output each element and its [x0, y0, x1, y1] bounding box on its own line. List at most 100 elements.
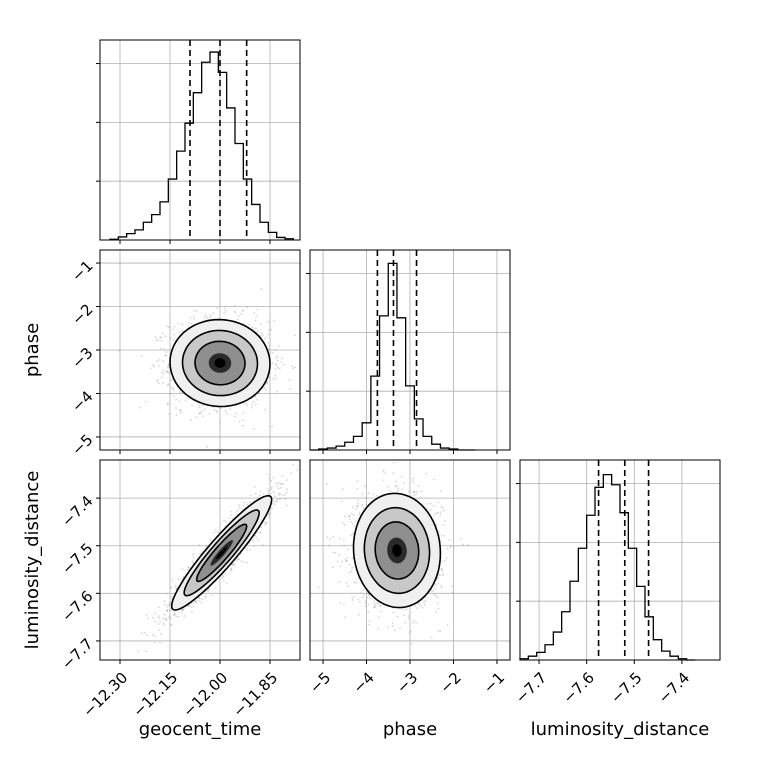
sample-point: [195, 416, 198, 419]
sample-point: [166, 370, 169, 372]
sample-point: [118, 350, 120, 352]
sample-point: [242, 501, 245, 504]
sample-point: [412, 491, 415, 494]
sample-point: [170, 595, 173, 598]
sample-point: [382, 470, 385, 472]
sample-point: [348, 514, 351, 517]
sample-point: [246, 561, 249, 564]
sample-point: [180, 392, 183, 394]
sample-point: [267, 341, 269, 344]
sample-point: [397, 490, 399, 492]
sample-point: [212, 311, 214, 314]
sample-point: [266, 381, 268, 384]
sample-point: [348, 515, 351, 518]
sample-point: [166, 371, 169, 374]
sample-point: [230, 568, 233, 570]
sample-point: [262, 543, 264, 546]
sample-point: [208, 413, 211, 415]
sample-point: [192, 605, 195, 608]
sample-point: [351, 599, 354, 602]
sample-point: [166, 609, 169, 612]
sample-point: [411, 479, 413, 481]
sample-point: [173, 614, 176, 617]
sample-point: [169, 603, 171, 606]
sample-point: [192, 561, 195, 564]
sample-point: [257, 496, 259, 499]
sample-point: [410, 642, 413, 645]
sample-point: [181, 568, 184, 571]
sample-point: [404, 621, 407, 624]
sample-point: [361, 493, 364, 495]
sample-point: [438, 530, 441, 533]
sample-point: [165, 354, 168, 357]
sample-point: [280, 486, 282, 489]
sample-point: [175, 398, 178, 401]
sample-point: [328, 544, 330, 547]
sample-point: [157, 382, 160, 384]
sample-point: [260, 526, 263, 529]
sample-point: [161, 332, 164, 335]
sample-point: [270, 486, 273, 488]
sample-point: [167, 366, 169, 369]
sample-point: [201, 598, 204, 601]
panel-frame: [309, 249, 511, 451]
hist-panel-geocent_time: [96, 39, 301, 244]
sample-point: [268, 513, 270, 516]
sample-point: [353, 581, 356, 584]
sample-point: [413, 494, 416, 497]
sample-point: [441, 574, 444, 577]
sample-point: [216, 410, 219, 412]
sample-point: [276, 355, 279, 358]
sample-point: [206, 316, 209, 319]
sample-point: [197, 404, 200, 407]
sample-point: [382, 479, 385, 482]
sample-point: [439, 513, 442, 516]
sample-point: [168, 617, 171, 620]
sample-point: [230, 568, 233, 571]
sample-point: [276, 484, 279, 487]
sample-point: [166, 325, 169, 328]
sample-point: [187, 566, 190, 569]
sample-point: [154, 612, 157, 615]
sample-point: [377, 616, 380, 619]
sample-point: [194, 600, 196, 603]
sample-point: [253, 312, 256, 314]
sample-point: [282, 494, 284, 497]
sample-point: [417, 602, 420, 605]
sample-point: [188, 566, 191, 569]
sample-point: [178, 400, 181, 403]
sample-point: [209, 316, 211, 318]
sample-point: [341, 560, 344, 563]
sample-point: [277, 487, 280, 490]
sample-point: [339, 602, 342, 605]
sample-point: [254, 327, 257, 330]
sample-point: [229, 408, 231, 411]
sample-point: [411, 621, 414, 624]
sample-point: [203, 408, 206, 411]
sample-point: [163, 347, 166, 350]
sample-point: [167, 402, 169, 405]
sample-point: [273, 500, 276, 503]
sample-point: [192, 556, 194, 559]
sample-point: [254, 319, 257, 322]
sample-point: [449, 546, 452, 548]
sample-point: [258, 392, 261, 395]
sample-point: [357, 499, 359, 502]
sample-point: [191, 560, 194, 563]
sample-point: [160, 371, 163, 374]
sample-point: [195, 601, 197, 604]
sample-point: [284, 493, 286, 496]
sample-point: [343, 603, 345, 606]
sample-point: [242, 425, 244, 427]
sample-point: [275, 482, 278, 485]
sample-point: [166, 609, 168, 612]
sample-point: [341, 488, 344, 491]
sample-point: [414, 605, 417, 608]
sample-point: [442, 507, 444, 509]
sample-point: [235, 559, 238, 561]
sample-point: [386, 626, 389, 628]
sample-point: [347, 585, 350, 588]
sample-point: [408, 632, 411, 634]
sample-point: [354, 520, 357, 523]
